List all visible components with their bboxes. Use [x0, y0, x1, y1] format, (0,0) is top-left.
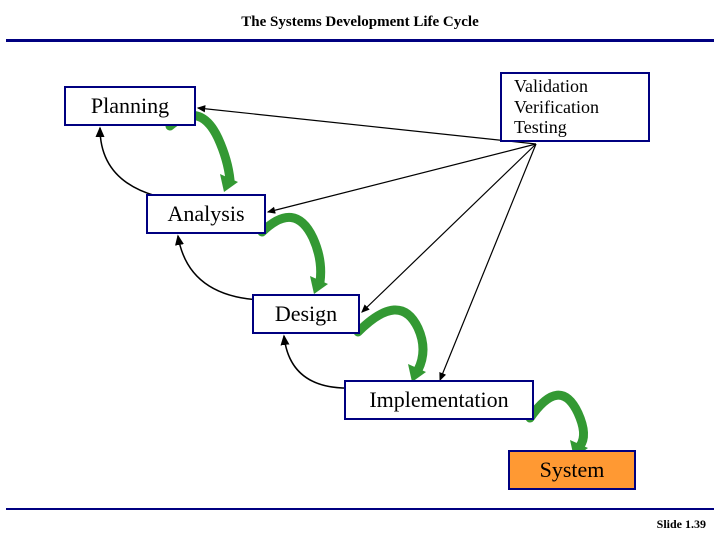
back-arrow-1 — [178, 236, 260, 300]
bottom-rule — [6, 508, 714, 510]
back-arrow-2 — [284, 336, 352, 388]
node-system: System — [508, 450, 636, 490]
vvt-arrow-2 — [362, 144, 536, 312]
page-title: The Systems Development Life Cycle — [0, 0, 720, 39]
node-vvt: Validation Verification Testing — [500, 72, 650, 142]
slide-number: Slide 1.39 — [657, 517, 706, 532]
vvt-arrow-3 — [440, 144, 536, 380]
node-design: Design — [252, 294, 360, 334]
forward-arrow-1 — [262, 217, 321, 282]
node-implementation: Implementation — [344, 380, 534, 420]
node-analysis: Analysis — [146, 194, 266, 234]
node-planning: Planning — [64, 86, 196, 126]
vvt-arrow-0 — [198, 108, 536, 144]
back-arrow-0 — [100, 128, 156, 196]
forward-arrow-2 — [358, 310, 423, 370]
forward-arrow-3 — [530, 395, 584, 446]
top-rule — [6, 39, 714, 42]
vvt-arrow-1 — [268, 144, 536, 212]
